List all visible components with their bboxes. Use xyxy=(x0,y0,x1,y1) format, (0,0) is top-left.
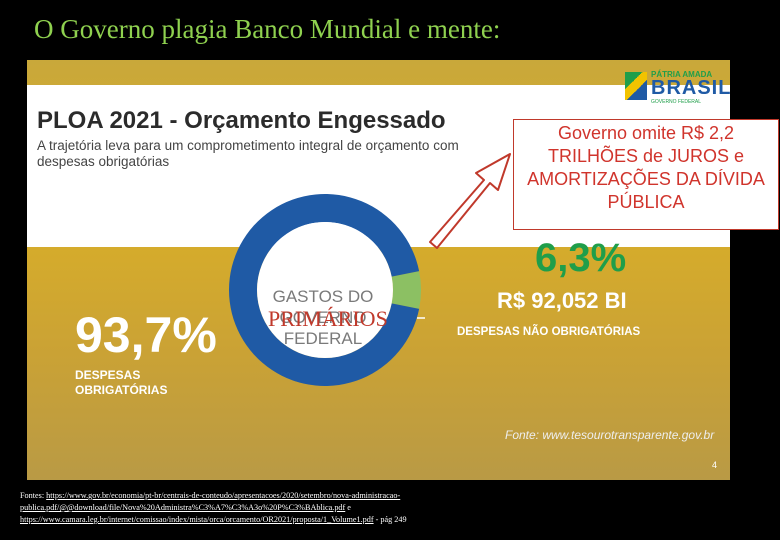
primarios-overlay-label: PRIMÁRIOS xyxy=(268,306,388,331)
discretionary-percent: 6,3% xyxy=(535,236,627,280)
footer-suffix: - pág 249 xyxy=(373,515,407,524)
callout-box: Governo omite R$ 2,2 TRILHÕES de JUROS e… xyxy=(513,119,779,230)
footer-middle: e xyxy=(345,503,351,512)
infographic-source: Fonte: www.tesourotransparente.gov.br xyxy=(505,428,715,442)
government-logo: PÁTRIA AMADA BRASIL GOVERNO FEDERAL xyxy=(625,70,730,106)
donut-center-label: GASTOS DO GOVERNO FEDERAL xyxy=(272,287,374,348)
slide-title: O Governo plagia Banco Mundial e mente: xyxy=(34,14,501,44)
donut-hole xyxy=(257,222,393,358)
source-link-1[interactable]: https://www.gov.br/economia/pt-br/centra… xyxy=(20,491,401,512)
logo-line1: PÁTRIA AMADA xyxy=(651,70,713,79)
page-number: 4 xyxy=(712,460,718,470)
infographic-title: PLOA 2021 - Orçamento Engessado xyxy=(37,107,446,134)
infographic-subtitle: A trajetória leva para um comprometiment… xyxy=(37,138,459,169)
logo-line2: BRASIL xyxy=(651,77,730,99)
brazil-flag-icon xyxy=(625,72,647,100)
callout-arrow-icon xyxy=(429,153,511,249)
mandatory-percent: 93,7% xyxy=(75,307,217,363)
logo-line3: GOVERNO FEDERAL xyxy=(651,99,702,105)
donut-chart xyxy=(229,194,425,386)
mandatory-caption: DESPESAS OBRIGATÓRIAS xyxy=(75,368,168,397)
donut-slice-discretionary xyxy=(391,271,421,309)
discretionary-value: R$ 92,052 BI xyxy=(497,288,627,313)
source-link-2[interactable]: https://www.camara.leg.br/internet/comis… xyxy=(20,515,374,524)
donut-slice-mandatory xyxy=(229,194,420,386)
discretionary-caption: DESPESAS NÃO OBRIGATÓRIAS xyxy=(457,326,641,338)
footer-prefix: Fontes: xyxy=(20,491,47,500)
footer-sources: Fontes: https://www.gov.br/economia/pt-b… xyxy=(20,490,540,526)
